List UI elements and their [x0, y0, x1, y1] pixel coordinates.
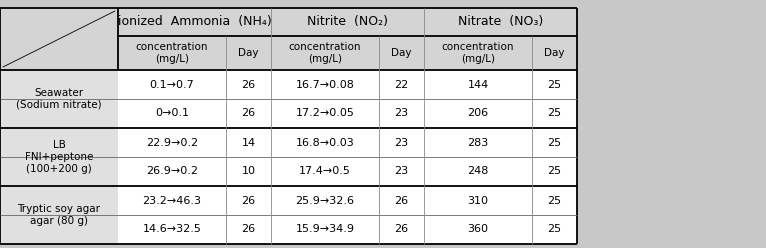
Text: 25: 25 — [548, 80, 561, 90]
Text: 17.2→0.05: 17.2→0.05 — [296, 109, 355, 119]
Text: 25: 25 — [548, 109, 561, 119]
Bar — [424, 128, 532, 157]
Text: 25: 25 — [548, 224, 561, 235]
Bar — [118, 215, 226, 244]
Bar — [271, 70, 379, 99]
Bar — [271, 215, 379, 244]
Text: 26: 26 — [241, 195, 256, 206]
Text: 25: 25 — [548, 137, 561, 148]
Text: 26: 26 — [241, 109, 256, 119]
Bar — [226, 128, 271, 157]
Text: 144: 144 — [467, 80, 489, 90]
Text: 26: 26 — [394, 224, 408, 235]
Text: Tryptic soy agar
agar (80 g): Tryptic soy agar agar (80 g) — [18, 204, 100, 226]
Text: concentration
(mg/L): concentration (mg/L) — [442, 42, 514, 64]
Text: 22: 22 — [394, 80, 408, 90]
Text: 14: 14 — [241, 137, 256, 148]
Bar — [271, 99, 379, 128]
Text: 16.8→0.03: 16.8→0.03 — [296, 137, 355, 148]
Bar — [0, 186, 118, 215]
Bar — [118, 36, 577, 70]
Text: 206: 206 — [467, 109, 489, 119]
Text: 17.4→0.5: 17.4→0.5 — [299, 166, 351, 177]
Bar — [532, 128, 577, 157]
Text: 25: 25 — [548, 195, 561, 206]
Bar — [118, 8, 577, 36]
Bar — [424, 215, 532, 244]
Bar — [0, 70, 118, 99]
Bar — [118, 157, 226, 186]
Text: ionized  Ammonia  (NH₄): ionized Ammonia (NH₄) — [118, 15, 271, 29]
Text: 283: 283 — [467, 137, 489, 148]
Text: 23: 23 — [394, 166, 408, 177]
Text: 26: 26 — [241, 80, 256, 90]
Text: 10: 10 — [241, 166, 256, 177]
Text: Day: Day — [238, 48, 259, 58]
Bar — [379, 99, 424, 128]
Text: 22.9→0.2: 22.9→0.2 — [146, 137, 198, 148]
Bar — [532, 186, 577, 215]
Bar — [532, 157, 577, 186]
Text: 360: 360 — [467, 224, 489, 235]
Bar — [0, 157, 118, 186]
Bar — [226, 186, 271, 215]
Text: Nitrate  (NO₃): Nitrate (NO₃) — [458, 15, 543, 29]
Text: 310: 310 — [467, 195, 489, 206]
Bar — [271, 157, 379, 186]
Bar — [424, 99, 532, 128]
Bar — [379, 128, 424, 157]
Bar — [0, 99, 118, 128]
Text: Day: Day — [545, 48, 565, 58]
Text: 14.6→32.5: 14.6→32.5 — [142, 224, 201, 235]
Text: 0→0.1: 0→0.1 — [155, 109, 189, 119]
Bar — [424, 70, 532, 99]
Text: LB
FNI+peptone
(100+200 g): LB FNI+peptone (100+200 g) — [25, 140, 93, 174]
Bar — [118, 186, 226, 215]
Text: 25.9→32.6: 25.9→32.6 — [296, 195, 355, 206]
Text: 23: 23 — [394, 137, 408, 148]
Bar — [271, 186, 379, 215]
Text: 23: 23 — [394, 109, 408, 119]
Bar — [226, 70, 271, 99]
Text: 26: 26 — [394, 195, 408, 206]
Bar — [118, 99, 226, 128]
Text: Day: Day — [391, 48, 412, 58]
Text: Seawater
(Sodium nitrate): Seawater (Sodium nitrate) — [16, 88, 102, 110]
Bar — [379, 186, 424, 215]
Bar — [424, 186, 532, 215]
Text: 23.2→46.3: 23.2→46.3 — [142, 195, 201, 206]
Text: 26: 26 — [241, 224, 256, 235]
Bar — [118, 70, 226, 99]
Bar — [379, 215, 424, 244]
Bar — [0, 215, 118, 244]
Bar — [0, 8, 118, 70]
Bar — [424, 157, 532, 186]
Bar — [271, 128, 379, 157]
Bar — [226, 99, 271, 128]
Bar — [532, 99, 577, 128]
Text: concentration
(mg/L): concentration (mg/L) — [289, 42, 362, 64]
Text: 26.9→0.2: 26.9→0.2 — [146, 166, 198, 177]
Text: 25: 25 — [548, 166, 561, 177]
Text: 15.9→34.9: 15.9→34.9 — [296, 224, 355, 235]
Bar — [532, 215, 577, 244]
Bar — [379, 70, 424, 99]
Bar — [379, 157, 424, 186]
Text: concentration
(mg/L): concentration (mg/L) — [136, 42, 208, 64]
Text: 0.1→0.7: 0.1→0.7 — [149, 80, 195, 90]
Bar — [226, 157, 271, 186]
Bar — [226, 215, 271, 244]
Text: 248: 248 — [467, 166, 489, 177]
Bar — [0, 128, 118, 157]
Bar — [118, 128, 226, 157]
Text: Nitrite  (NO₂): Nitrite (NO₂) — [307, 15, 388, 29]
Bar — [532, 70, 577, 99]
Text: 16.7→0.08: 16.7→0.08 — [296, 80, 355, 90]
